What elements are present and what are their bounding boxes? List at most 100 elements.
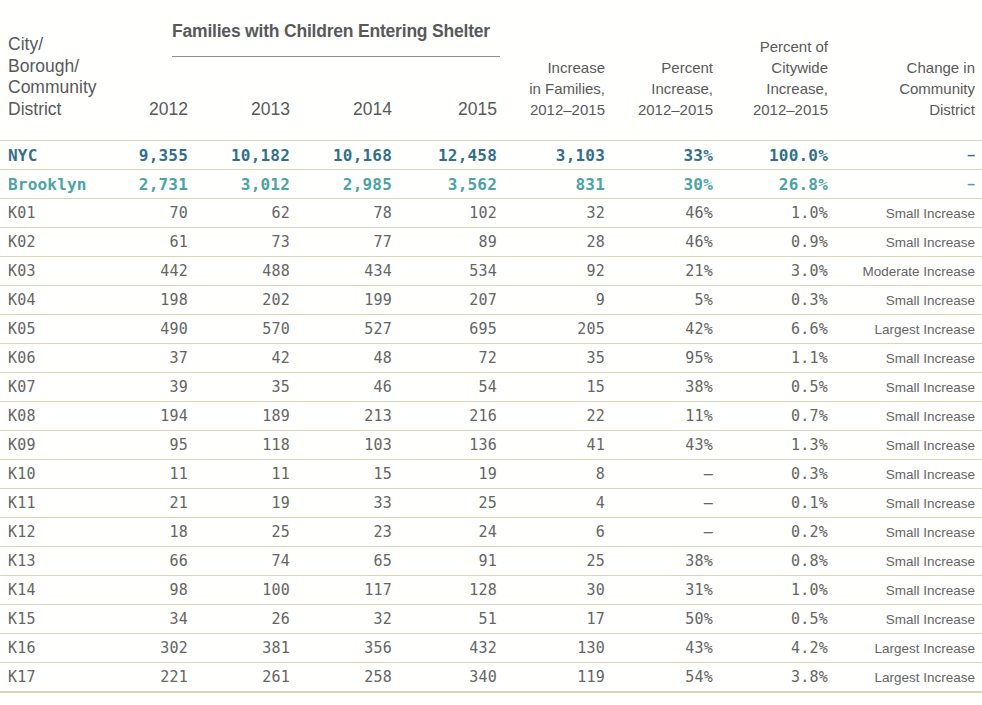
row-label: K16 xyxy=(0,639,110,657)
table-row: K10 11 11 15 19 8 – 0.3% Small Increase xyxy=(0,460,982,489)
table-row: NYC 9,355 10,182 10,168 12,458 3,103 33%… xyxy=(0,141,982,170)
table-row: K13 66 74 65 91 25 38% 0.8% Small Increa… xyxy=(0,547,982,576)
cell-2014: 77 xyxy=(290,233,392,251)
cell-citywide-share: 1.0% xyxy=(713,581,828,599)
cell-percent-increase: 21% xyxy=(605,262,713,280)
cell-citywide-share: 0.2% xyxy=(713,523,828,541)
cell-percent-increase: 30% xyxy=(605,175,713,194)
cell-increase: 6 xyxy=(497,523,605,541)
cell-2013: 62 xyxy=(188,204,290,222)
cell-2014: 48 xyxy=(290,349,392,367)
cell-2015: 128 xyxy=(392,581,497,599)
column-header-2013: 2013 xyxy=(188,99,290,120)
cell-citywide-share: 4.2% xyxy=(713,639,828,657)
row-label: K02 xyxy=(0,233,110,251)
cell-2015: 12,458 xyxy=(392,146,497,165)
cell-2013: 11 xyxy=(188,465,290,483)
cell-2013: 202 xyxy=(188,291,290,309)
cell-change: Small Increase xyxy=(828,351,982,366)
cell-increase: 119 xyxy=(497,668,605,686)
cell-2015: 54 xyxy=(392,378,497,396)
column-header-district: City/ Borough/ Community District xyxy=(0,34,110,120)
cell-2012: 302 xyxy=(110,639,188,657)
cell-2014: 2,985 xyxy=(290,175,392,194)
cell-2012: 194 xyxy=(110,407,188,425)
cell-change: Small Increase xyxy=(828,293,982,308)
cell-2012: 37 xyxy=(110,349,188,367)
cell-2014: 213 xyxy=(290,407,392,425)
table-row: K08 194 189 213 216 22 11% 0.7% Small In… xyxy=(0,402,982,431)
cell-citywide-share: 3.0% xyxy=(713,262,828,280)
cell-percent-increase: 50% xyxy=(605,610,713,628)
cell-citywide-share: 0.5% xyxy=(713,378,828,396)
cell-2015: 216 xyxy=(392,407,497,425)
table-body: NYC 9,355 10,182 10,168 12,458 3,103 33%… xyxy=(0,141,982,693)
row-label: K11 xyxy=(0,494,110,512)
row-label: K01 xyxy=(0,204,110,222)
cell-2012: 442 xyxy=(110,262,188,280)
row-label: K14 xyxy=(0,581,110,599)
cell-2012: 98 xyxy=(110,581,188,599)
cell-2013: 10,182 xyxy=(188,146,290,165)
cell-citywide-share: 0.3% xyxy=(713,291,828,309)
cell-2015: 534 xyxy=(392,262,497,280)
cell-2012: 18 xyxy=(110,523,188,541)
column-header-row: City/ Borough/ Community District 2012 2… xyxy=(0,34,982,140)
cell-change: Small Increase xyxy=(828,380,982,395)
cell-2012: 9,355 xyxy=(110,146,188,165)
cell-increase: 130 xyxy=(497,639,605,657)
row-label: K04 xyxy=(0,291,110,309)
table-row: K07 39 35 46 54 15 38% 0.5% Small Increa… xyxy=(0,373,982,402)
cell-change: Largest Increase xyxy=(828,322,982,337)
cell-2015: 51 xyxy=(392,610,497,628)
cell-change: Small Increase xyxy=(828,235,982,250)
cell-2014: 434 xyxy=(290,262,392,280)
cell-2012: 66 xyxy=(110,552,188,570)
row-label: K12 xyxy=(0,523,110,541)
column-header-2015: 2015 xyxy=(392,99,497,120)
cell-percent-increase: 31% xyxy=(605,581,713,599)
cell-2012: 11 xyxy=(110,465,188,483)
cell-increase: 41 xyxy=(497,436,605,454)
shelter-entries-table: Families with Children Entering Shelter … xyxy=(0,0,982,705)
cell-2014: 199 xyxy=(290,291,392,309)
cell-percent-increase: 54% xyxy=(605,668,713,686)
row-label: K03 xyxy=(0,262,110,280)
cell-2013: 118 xyxy=(188,436,290,454)
row-label: K13 xyxy=(0,552,110,570)
cell-percent-increase: 38% xyxy=(605,552,713,570)
cell-2013: 19 xyxy=(188,494,290,512)
cell-change: Small Increase xyxy=(828,554,982,569)
cell-citywide-share: 1.1% xyxy=(713,349,828,367)
row-label: K07 xyxy=(0,378,110,396)
cell-2014: 78 xyxy=(290,204,392,222)
cell-citywide-share: 0.8% xyxy=(713,552,828,570)
cell-2015: 19 xyxy=(392,465,497,483)
cell-2013: 35 xyxy=(188,378,290,396)
cell-2013: 3,012 xyxy=(188,175,290,194)
cell-percent-increase: 38% xyxy=(605,378,713,396)
cell-2015: 72 xyxy=(392,349,497,367)
cell-citywide-share: 6.6% xyxy=(713,320,828,338)
cell-2012: 221 xyxy=(110,668,188,686)
cell-increase: 32 xyxy=(497,204,605,222)
cell-2015: 340 xyxy=(392,668,497,686)
cell-increase: 8 xyxy=(497,465,605,483)
cell-citywide-share: 0.1% xyxy=(713,494,828,512)
cell-2012: 61 xyxy=(110,233,188,251)
cell-citywide-share: 26.8% xyxy=(713,175,828,194)
cell-change: – xyxy=(828,176,982,192)
cell-2013: 73 xyxy=(188,233,290,251)
cell-percent-increase: 46% xyxy=(605,233,713,251)
cell-change: Small Increase xyxy=(828,438,982,453)
cell-2014: 356 xyxy=(290,639,392,657)
column-header-percent-increase: Percent Increase, 2012–2015 xyxy=(605,57,713,120)
cell-change: – xyxy=(828,147,982,163)
column-header-citywide-share: Percent of Citywide Increase, 2012–2015 xyxy=(713,36,828,120)
cell-2013: 570 xyxy=(188,320,290,338)
table-row: K17 221 261 258 340 119 54% 3.8% Largest… xyxy=(0,663,982,692)
cell-citywide-share: 0.5% xyxy=(713,610,828,628)
cell-citywide-share: 0.9% xyxy=(713,233,828,251)
cell-2013: 42 xyxy=(188,349,290,367)
cell-increase: 35 xyxy=(497,349,605,367)
